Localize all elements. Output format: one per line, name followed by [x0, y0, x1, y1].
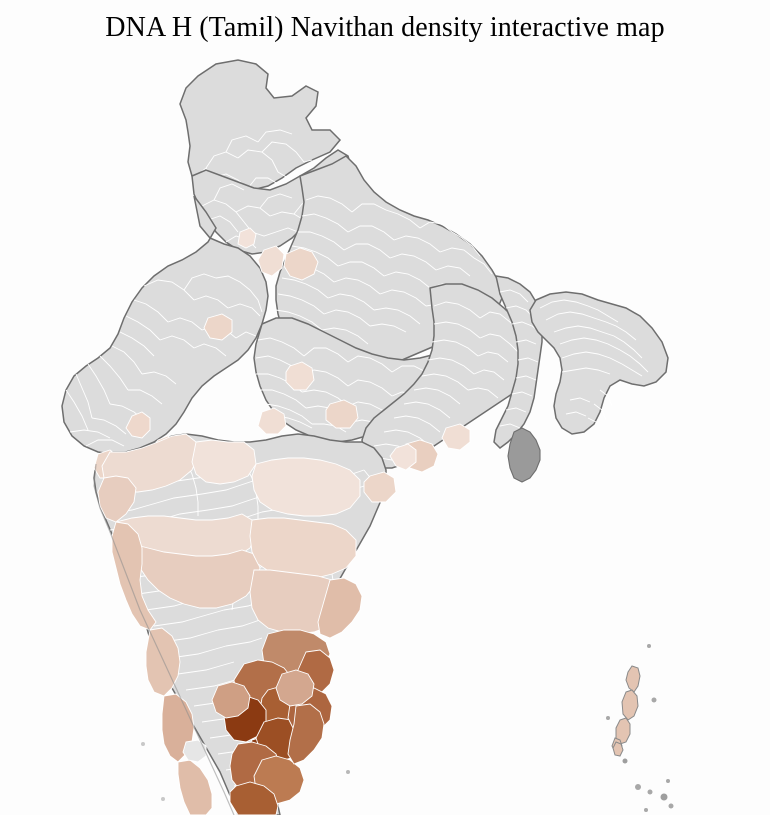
district-shaded-gujarat-a[interactable] — [125, 411, 151, 439]
district-shaded-odisha-coast[interactable] — [389, 443, 417, 471]
district-band-andhra-coastal-strip[interactable] — [317, 577, 363, 639]
island-dot-3[interactable] — [606, 716, 610, 720]
speck-west-1 — [141, 742, 145, 746]
district-tn-south-tip[interactable] — [229, 781, 279, 815]
speck-east-1 — [346, 770, 350, 774]
region-sundarbans-district[interactable] — [507, 427, 541, 483]
district-pale-kerala-inset[interactable] — [182, 739, 207, 763]
district-borders-northeast — [539, 299, 649, 423]
island-dot-7[interactable] — [666, 779, 670, 783]
coastline-accent — [93, 463, 235, 815]
island-dot-6[interactable] — [647, 789, 653, 795]
district-shaded-mp-a[interactable] — [285, 361, 315, 391]
region-north-east-states[interactable] — [529, 291, 669, 435]
island-dot-9[interactable] — [668, 803, 674, 809]
island-south-andaman[interactable] — [615, 717, 631, 745]
district-band-andhra-interior[interactable] — [249, 517, 357, 579]
district-borders-jk — [195, 129, 313, 189]
island-dot-5[interactable] — [635, 784, 641, 790]
district-shaded-mp-b[interactable] — [257, 407, 287, 435]
island-dot-1[interactable] — [647, 644, 651, 648]
district-tn-west-light[interactable] — [211, 681, 251, 719]
district-shaded-odisha-a[interactable] — [441, 423, 471, 451]
island-dot-8[interactable] — [660, 793, 668, 801]
island-dot-10[interactable] — [644, 808, 648, 812]
district-shaded-uttarpradesh-b[interactable] — [203, 313, 233, 341]
district-band-konkan[interactable] — [97, 475, 137, 523]
district-tn-inland-light[interactable] — [275, 669, 315, 707]
page-title: DNA H (Tamil) Navithan density interacti… — [105, 12, 665, 43]
district-tn-coast-strip[interactable] — [287, 703, 325, 765]
island-group-andaman-nicobar[interactable] — [606, 644, 674, 812]
district-shaded-rajasthan-a[interactable] — [237, 227, 257, 249]
district-band-kerala-south[interactable] — [177, 759, 213, 815]
district-band-karnataka-coast[interactable] — [111, 521, 157, 631]
island-dot-4[interactable] — [622, 758, 628, 764]
district-band-telangana[interactable] — [251, 457, 361, 517]
district-shaded-mp-c[interactable] — [325, 399, 359, 429]
district-shaded-bihar[interactable] — [283, 247, 319, 281]
district-band-maharashtra-mid[interactable] — [191, 439, 257, 485]
island-dot-2[interactable] — [651, 697, 657, 703]
district-shaded-uttarpradesh-a[interactable] — [257, 245, 285, 277]
speck-west-2 — [161, 797, 165, 801]
island-north-andaman[interactable] — [625, 665, 641, 693]
choropleth-overlay[interactable] — [93, 227, 674, 815]
district-shaded-andhra-coast[interactable] — [363, 471, 397, 503]
island-middle-andaman[interactable] — [621, 689, 639, 721]
island-nicobar-a[interactable] — [612, 741, 624, 757]
